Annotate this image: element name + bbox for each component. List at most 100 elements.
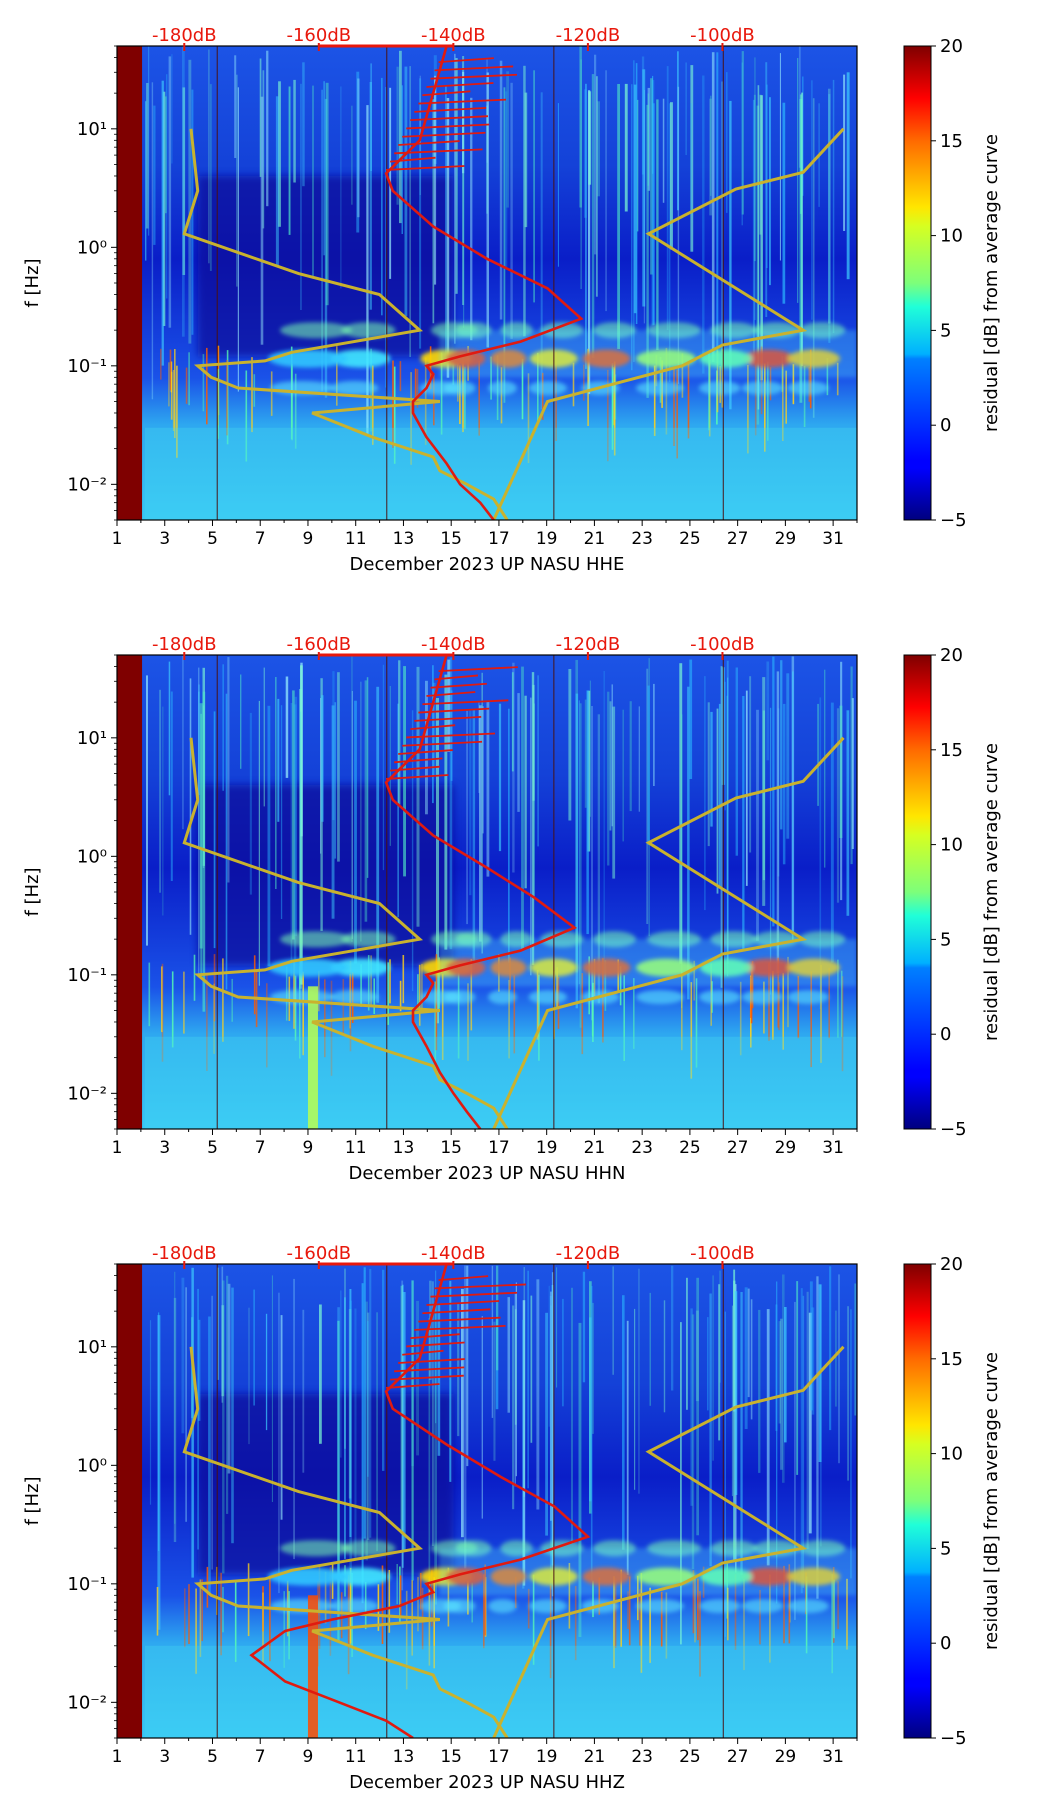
x-tick-label: 5 <box>207 1747 218 1767</box>
x-tick-label: 25 <box>679 529 701 549</box>
data-gap-strip <box>117 655 143 1129</box>
x-tick-label: 21 <box>584 1138 606 1158</box>
data-gap-strip <box>117 46 143 520</box>
y-axis-label: f [Hz] <box>22 1476 43 1525</box>
x-tick-label: 9 <box>303 1138 314 1158</box>
colorbar-gradient <box>903 654 932 1130</box>
y-tick-label: 10¹ <box>77 119 107 140</box>
x-tick-label: 19 <box>536 1747 558 1767</box>
median-psd-curve <box>384 46 584 520</box>
x-tick-label: 9 <box>303 529 314 549</box>
low-noise-model-curve <box>182 737 509 1129</box>
low-noise-model-curve <box>182 1346 509 1738</box>
colorbar-gradient <box>903 1263 932 1739</box>
x-tick-label: 23 <box>631 1747 653 1767</box>
db-axis: -180dB -160dB -140dB -120dB -100dB <box>152 25 755 51</box>
y-tick-label: 10⁰ <box>77 846 107 867</box>
x-tick-label: 15 <box>440 529 462 549</box>
y-tick-label: 10⁻¹ <box>67 1574 107 1595</box>
transient-column <box>307 1595 318 1738</box>
db-tick-label: -180dB <box>152 634 217 655</box>
x-tick-label: 5 <box>207 1138 218 1158</box>
x-tick-label: 13 <box>393 529 415 549</box>
x-tick-label: 5 <box>207 529 218 549</box>
x-tick-label: 1 <box>112 1138 123 1158</box>
x-tick-label: 3 <box>159 529 170 549</box>
x-tick-label: 11 <box>345 529 367 549</box>
colorbar-tick-label: 5 <box>940 929 951 950</box>
x-tick-label: 11 <box>345 1747 367 1767</box>
x-tick-label: 29 <box>775 1138 797 1158</box>
x-tick-label: 27 <box>727 1747 749 1767</box>
x-axis-label: December 2023 UP NASU HHZ <box>349 1772 625 1793</box>
colorbar-tick-label: 15 <box>940 740 963 761</box>
x-tick-label: 15 <box>440 1747 462 1767</box>
db-axis: -180dB -160dB -140dB -120dB -100dB <box>152 634 755 660</box>
colorbar: 20 15 10 5 0 −5 residual [dB] from average cur… <box>903 1254 1002 1749</box>
y-tick-label: 10⁰ <box>77 1455 107 1476</box>
x-tick-label: 21 <box>584 529 606 549</box>
low-noise-model-curve <box>182 128 509 520</box>
y-axis-label: f [Hz] <box>22 258 43 307</box>
x-tick-label: 13 <box>393 1747 415 1767</box>
high-noise-model-curve <box>492 127 845 520</box>
colorbar-tick-label: 5 <box>940 1538 951 1559</box>
db-tick-label: -100dB <box>690 25 755 46</box>
x-tick-label: 1 <box>112 1747 123 1767</box>
median-curve-flicks <box>386 666 518 780</box>
x-tick-label: 13 <box>393 1138 415 1158</box>
median-curve-flicks <box>386 57 518 171</box>
y-axis: 10¹ 10⁰ 10⁻¹ 10⁻² f [Hz] <box>22 654 117 1130</box>
colorbar-tick-label: 15 <box>940 1349 963 1370</box>
colorbar-label: residual [dB] from average curve <box>981 1352 1002 1650</box>
band-strip <box>439 939 857 987</box>
x-tick-label: 29 <box>775 529 797 549</box>
band-strip <box>439 330 857 378</box>
db-tick-label: -120dB <box>556 25 621 46</box>
data-gap-strip <box>117 1264 143 1738</box>
x-tick-label: 7 <box>255 529 266 549</box>
y-tick-label: 10⁻¹ <box>67 356 107 377</box>
x-tick-label: 17 <box>488 529 510 549</box>
x-tick-label: 3 <box>159 1138 170 1158</box>
colorbar-tick-label: 10 <box>940 226 963 247</box>
colorbar-tick-label: 10 <box>940 1444 963 1465</box>
x-tick-label: 23 <box>631 529 653 549</box>
x-tick-label: 23 <box>631 1138 653 1158</box>
colorbar-tick-label: 0 <box>940 1633 951 1654</box>
colorbar-tick-label: −5 <box>940 510 967 531</box>
colorbar-gradient <box>903 45 932 521</box>
colorbar-tick-label: 20 <box>940 1254 963 1275</box>
x-tick-label: 21 <box>584 1747 606 1767</box>
y-tick-label: 10⁻² <box>67 474 107 495</box>
x-tick-label: 31 <box>822 1747 844 1767</box>
x-tick-label: 15 <box>440 1138 462 1158</box>
x-tick-label: 9 <box>303 1747 314 1767</box>
db-tick-label: -160dB <box>286 634 351 655</box>
db-axis: -180dB -160dB -140dB -120dB -100dB <box>152 1243 755 1269</box>
x-tick-label: 3 <box>159 1747 170 1767</box>
x-tick-label: 31 <box>822 529 844 549</box>
db-tick-label: -140dB <box>421 25 486 46</box>
y-tick-label: 10⁰ <box>77 237 107 258</box>
y-tick-label: 10¹ <box>77 1337 107 1358</box>
db-tick-label: -100dB <box>690 634 755 655</box>
x-tick-label: 25 <box>679 1138 701 1158</box>
colorbar: 20 15 10 5 0 −5 residual [dB] from average cur… <box>903 645 1002 1140</box>
spectrogram <box>117 46 857 520</box>
y-tick-label: 10¹ <box>77 728 107 749</box>
colorbar-label: residual [dB] from average curve <box>981 134 1002 432</box>
colorbar-tick-label: 0 <box>940 1024 951 1045</box>
vertical-streaks <box>146 655 854 1028</box>
x-tick-label: 7 <box>255 1138 266 1158</box>
transient-column <box>307 986 318 1129</box>
colorbar-tick-label: 0 <box>940 415 951 436</box>
x-axis-label: December 2023 UP NASU HHE <box>350 554 625 575</box>
x-tick-label: 25 <box>679 1747 701 1767</box>
db-tick-label: -120dB <box>556 634 621 655</box>
colorbar-tick-label: 15 <box>940 131 963 152</box>
y-tick-label: 10⁻¹ <box>67 965 107 986</box>
